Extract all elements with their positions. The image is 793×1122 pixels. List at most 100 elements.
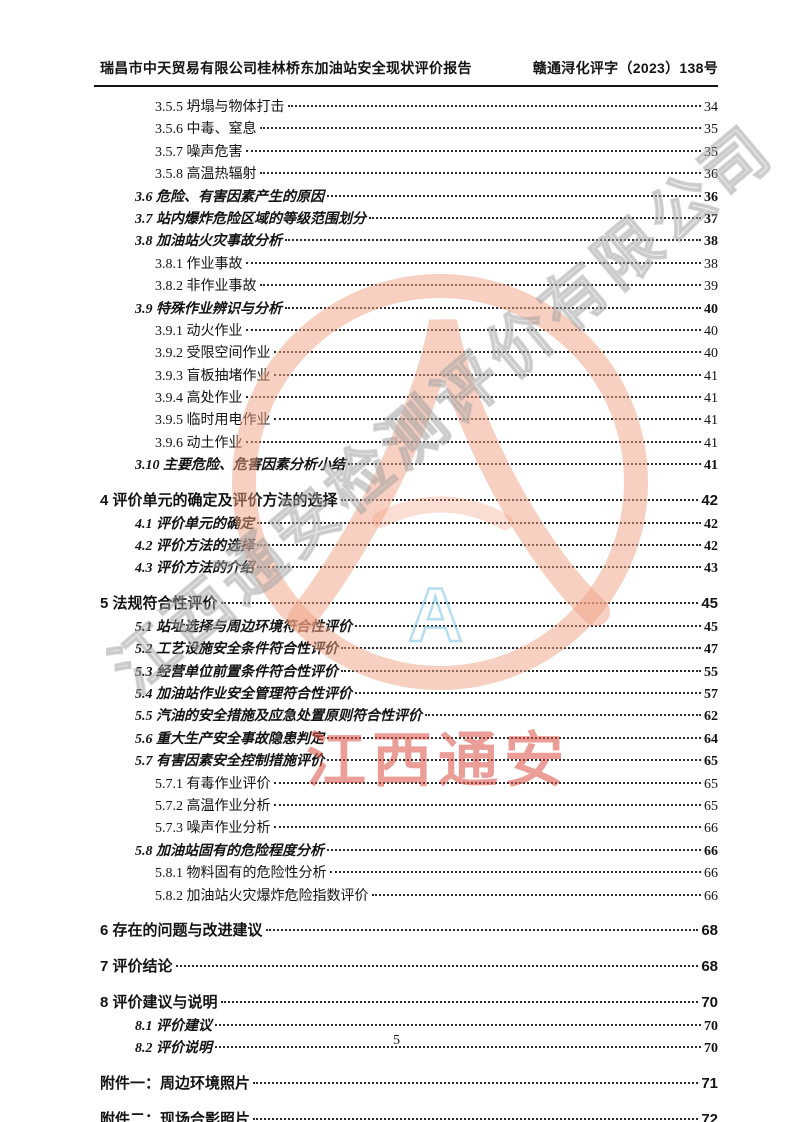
toc-entry-page: 42 xyxy=(701,491,718,509)
toc-dot-leader xyxy=(257,544,701,547)
toc-entry-page: 70 xyxy=(701,993,718,1011)
toc-dot-leader xyxy=(341,647,701,650)
toc-entry: 5.1 站址选择与周边环境符合性评价 45 xyxy=(100,616,718,638)
toc-entry-label: 3.5.6 中毒、窒息 xyxy=(155,122,257,138)
toc-entry-label: 3.8.1 作业事故 xyxy=(155,256,243,272)
toc-entry-label: 5.5 汽油的安全措施及应急处置原则符合性评价 xyxy=(135,709,422,725)
toc-entry: 8.1 评价建议 70 xyxy=(100,1015,718,1037)
toc-dot-leader xyxy=(253,1117,699,1120)
toc-dot-leader xyxy=(327,194,701,197)
toc-entry: 4.1 评价单元的确定 42 xyxy=(100,513,718,535)
toc-entry-label: 3.7 站内爆炸危险区域的等级范围划分 xyxy=(135,211,366,227)
toc-entry-page: 35 xyxy=(704,144,718,160)
toc-entry-page: 66 xyxy=(704,821,718,837)
toc-entry: 3.9.2 受限空间作业 40 xyxy=(100,342,718,364)
header-doc-number: 赣通浔化评字（2023）138号 xyxy=(532,60,718,76)
page-number: 5 xyxy=(393,1033,400,1048)
toc-entry: 5.7.3 噪声作业分析 66 xyxy=(100,817,718,839)
toc-entry: 3.7 站内爆炸危险区域的等级范围划分 37 xyxy=(100,208,718,230)
toc-dot-leader xyxy=(245,149,701,152)
toc-dot-leader xyxy=(259,284,701,287)
toc-dot-leader xyxy=(355,624,701,627)
toc-entry-page: 40 xyxy=(704,346,718,362)
toc-entry-page: 70 xyxy=(704,1018,718,1034)
toc-entry: 5.7.1 有毒作业评价 65 xyxy=(100,773,718,795)
toc-entry: 6 存在的问题与改进建议 68 xyxy=(100,919,718,943)
toc-entry: 3.5.7 噪声危害 35 xyxy=(100,141,718,163)
toc-entry: 3.5.8 高温热辐射 36 xyxy=(100,163,718,185)
toc-entry-label: 附件一：周边环境照片 xyxy=(100,1074,251,1092)
toc-entry: 5.5 汽油的安全措施及应急处置原则符合性评价 62 xyxy=(100,705,718,727)
toc-entry-label: 5.8 加油站固有的危险程度分析 xyxy=(135,843,324,859)
toc-entry-page: 41 xyxy=(704,435,718,451)
toc-entry: 5.7 有害因素安全控制措施评价 65 xyxy=(100,750,718,772)
toc-entry: 3.5.6 中毒、窒息 35 xyxy=(100,118,718,140)
toc-entry-label: 5.8.1 物料固有的危险性分析 xyxy=(155,866,327,882)
toc-entry-label: 5.8.2 加油站火灾爆炸危险指数评价 xyxy=(155,888,369,904)
toc-dot-leader xyxy=(245,261,701,264)
toc-entry-page: 42 xyxy=(704,539,718,555)
toc-entry-label: 5.3 经营单位前置条件符合性评价 xyxy=(135,664,338,680)
toc-entry-page: 55 xyxy=(704,664,718,680)
toc-dot-leader xyxy=(369,216,701,219)
toc-entry-page: 70 xyxy=(704,1041,718,1057)
toc-entry: 5.8.1 物料固有的危险性分析 66 xyxy=(100,862,718,884)
toc-entry: 5 法规符合性评价 45 xyxy=(100,592,718,616)
toc-entry-label: 5.7.2 高温作业分析 xyxy=(155,798,271,814)
toc-entry-label: 3.10 主要危险、危害因素分析小结 xyxy=(135,458,345,474)
toc-entry: 3.9.1 动火作业 40 xyxy=(100,320,718,342)
toc-entry: 3.8 加油站火灾事故分析 38 xyxy=(100,230,718,252)
toc-entry-label: 4.2 评价方法的选择 xyxy=(135,539,254,555)
toc-entry-label: 3.9.4 高处作业 xyxy=(155,391,243,407)
toc-dot-leader xyxy=(265,928,699,931)
toc-entry-label: 5.7 有害因素安全控制措施评价 xyxy=(135,754,324,770)
toc-dot-leader xyxy=(220,1000,699,1003)
toc-entry: 5.8.2 加油站火灾爆炸危险指数评价 66 xyxy=(100,885,718,907)
toc-dot-leader xyxy=(327,759,701,762)
toc-entry-page: 35 xyxy=(704,122,718,138)
toc-entry-page: 65 xyxy=(704,798,718,814)
toc-dot-leader xyxy=(245,440,701,443)
toc-entry-label: 3.8 加油站火灾事故分析 xyxy=(135,234,282,250)
toc-dot-leader xyxy=(257,521,701,524)
toc-entry-page: 37 xyxy=(704,211,718,227)
toc-entry-page: 38 xyxy=(704,234,718,250)
toc-dot-leader xyxy=(355,691,701,694)
toc-entry: 7 评价结论 68 xyxy=(100,955,718,979)
toc-dot-leader xyxy=(257,566,701,569)
toc-entry: 3.9.5 临时用电作业 41 xyxy=(100,409,718,431)
toc-entry-page: 45 xyxy=(701,594,718,612)
toc-list: 3.5.5 坍塌与物体打击 34 3.5.6 中毒、窒息 35 3.5.7 噪声危害 35… xyxy=(100,96,718,1122)
toc-entry-page: 66 xyxy=(704,866,718,882)
toc-dot-leader xyxy=(215,1023,701,1026)
toc-entry-page: 41 xyxy=(704,391,718,407)
toc-entry-label: 5.7.1 有毒作业评价 xyxy=(155,776,271,792)
toc-entry: 3.9.4 高处作业 41 xyxy=(100,387,718,409)
toc-entry: 3.9 特殊作业辨识与分析 40 xyxy=(100,298,718,320)
toc-dot-leader xyxy=(220,601,699,604)
toc-entry-label: 8.1 评价建议 xyxy=(135,1018,212,1034)
toc-dot-leader xyxy=(259,127,701,130)
toc-entry-label: 3.9.2 受限空间作业 xyxy=(155,346,271,362)
header-rule xyxy=(94,85,718,87)
toc-entry-page: 72 xyxy=(701,1110,718,1122)
toc-entry-label: 5 法规符合性评价 xyxy=(100,594,218,612)
toc-dot-leader xyxy=(273,418,701,421)
toc-entry-page: 41 xyxy=(704,458,718,474)
toc-entry-label: 5.4 加油站作业安全管理符合性评价 xyxy=(135,686,352,702)
toc-entry-page: 42 xyxy=(704,516,718,532)
toc-entry-page: 41 xyxy=(704,413,718,429)
toc-entry-page: 39 xyxy=(704,279,718,295)
toc-entry: 4.2 评价方法的选择 42 xyxy=(100,535,718,557)
toc-entry-page: 38 xyxy=(704,256,718,272)
toc-entry-page: 68 xyxy=(701,957,718,975)
toc-dot-leader xyxy=(253,1081,699,1084)
toc-entry-page: 65 xyxy=(704,754,718,770)
toc-entry: 3.9.3 盲板抽堵作业 41 xyxy=(100,365,718,387)
toc-entry-label: 8 评价建议与说明 xyxy=(100,993,218,1011)
toc-entry-label: 4.1 评价单元的确定 xyxy=(135,516,254,532)
toc-entry-label: 3.9.3 盲板抽堵作业 xyxy=(155,368,271,384)
toc-entry: 3.9.6 动土作业 41 xyxy=(100,432,718,454)
toc-entry-page: 47 xyxy=(704,642,718,658)
